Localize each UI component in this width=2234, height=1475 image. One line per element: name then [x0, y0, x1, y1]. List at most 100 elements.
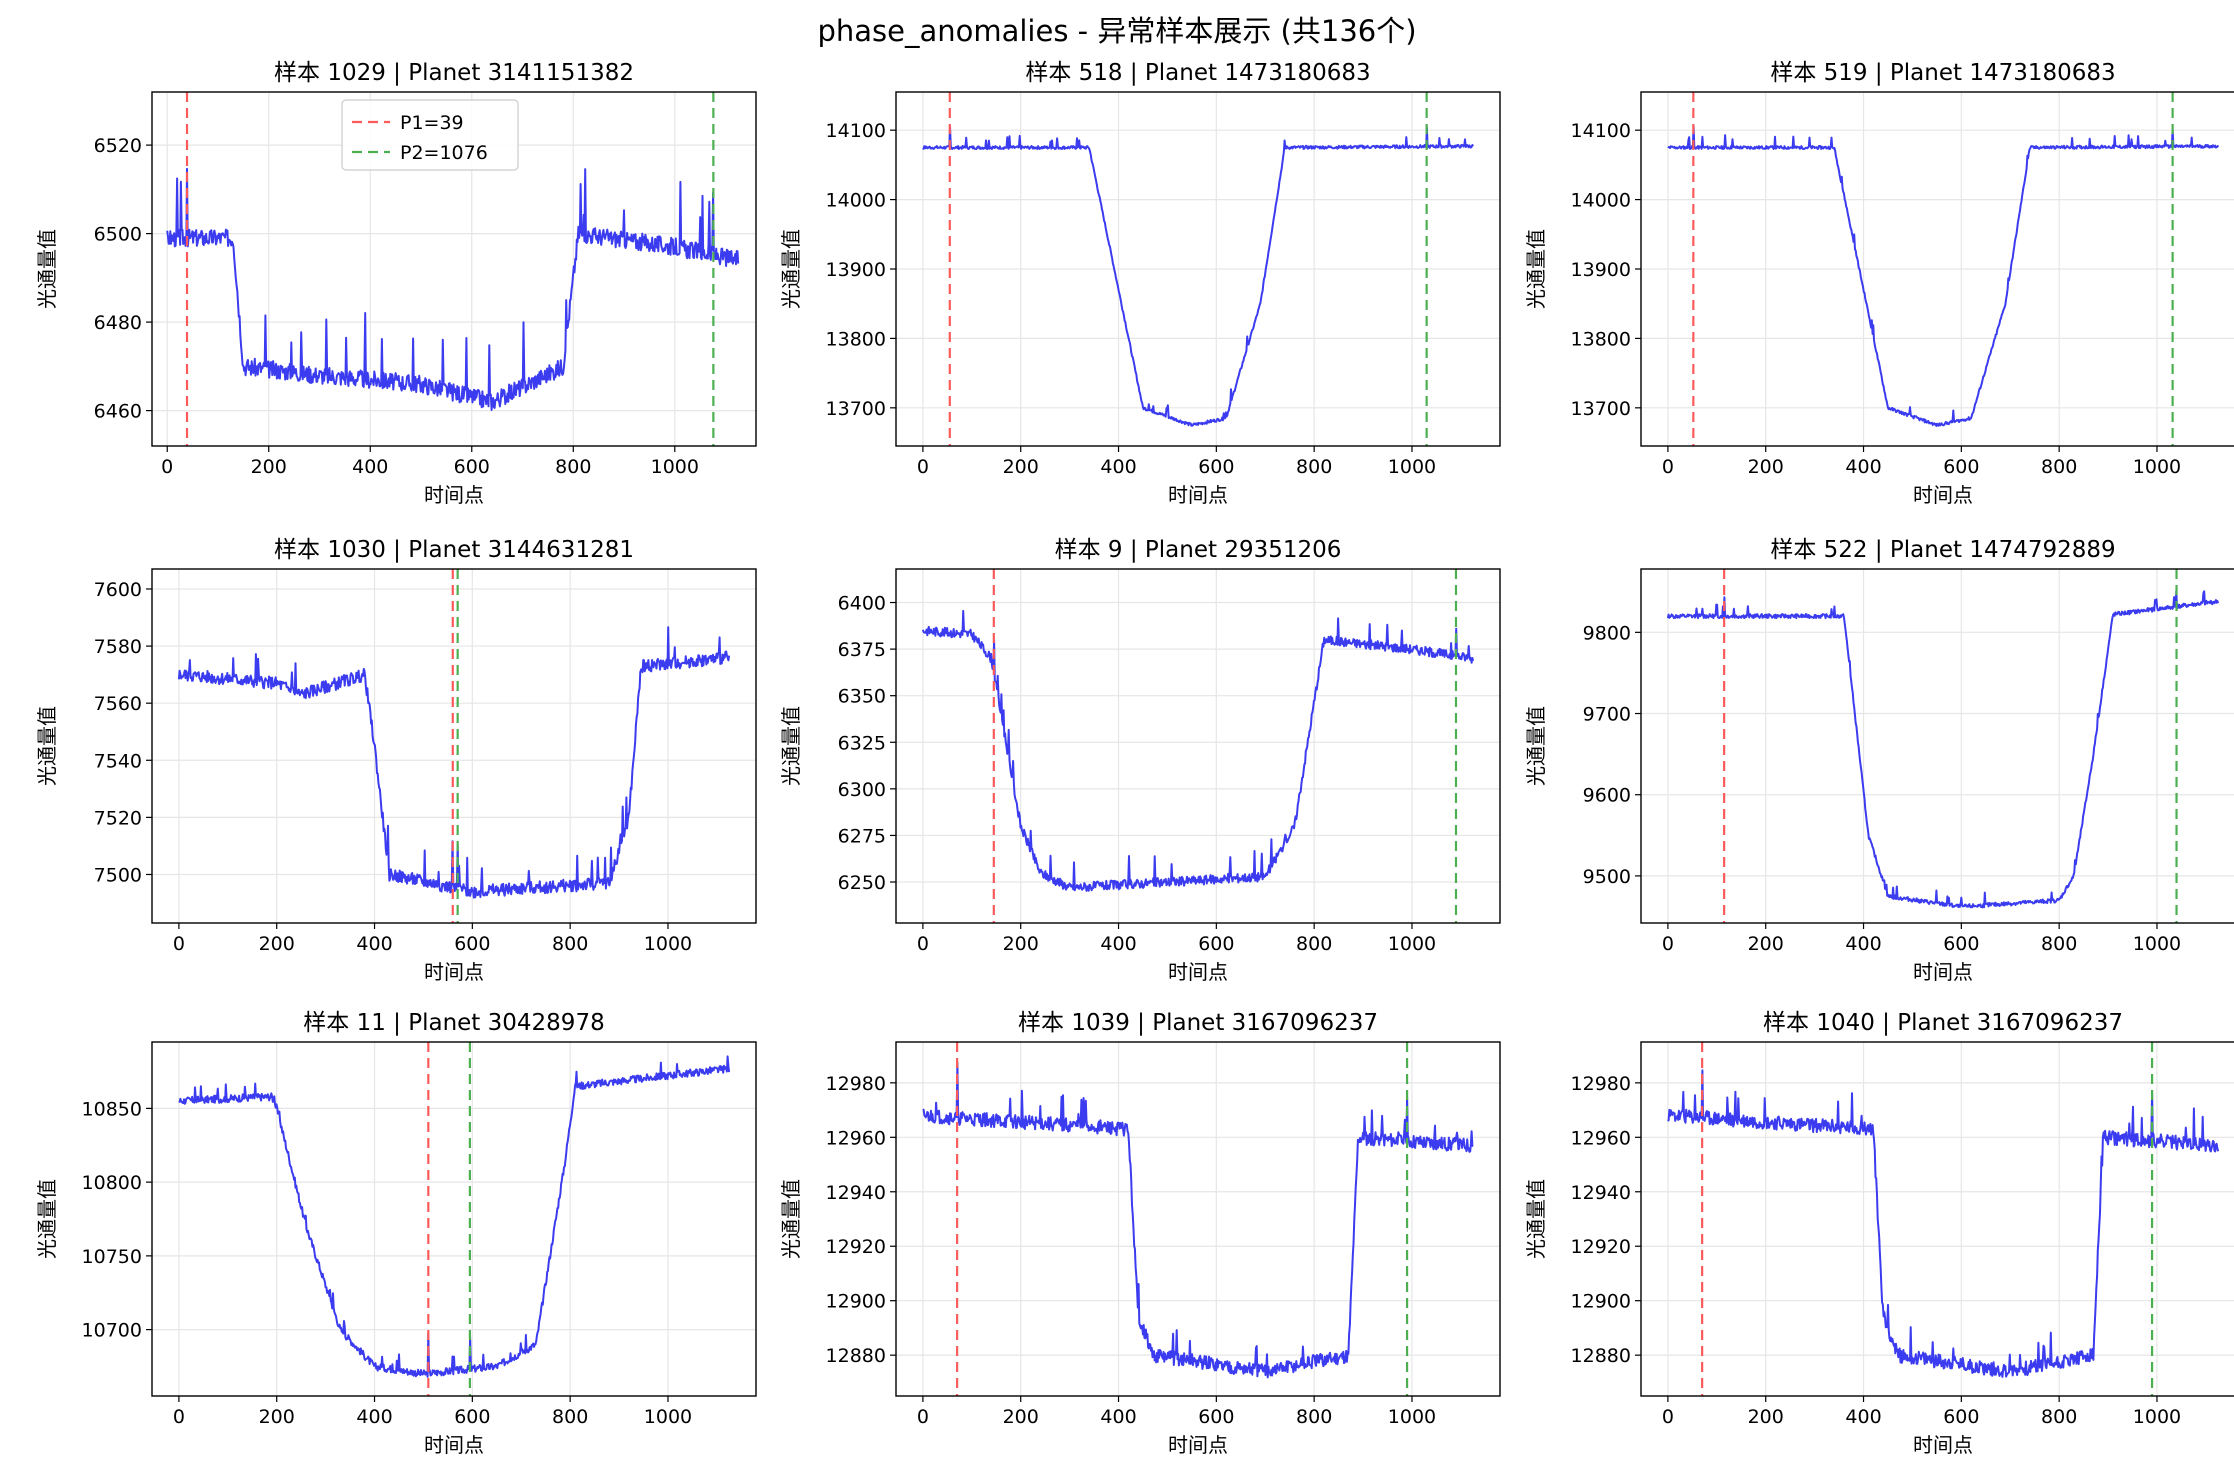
x-tick-label: 800: [1296, 1406, 1332, 1428]
x-tick-label: 800: [1296, 933, 1332, 955]
figure-title: phase_anomalies - 异常样本展示 (共136个): [817, 14, 1417, 48]
x-tick-label: 600: [1943, 933, 1979, 955]
x-tick-label: 1000: [1388, 456, 1436, 478]
y-tick-label: 12880: [1571, 1345, 1631, 1367]
y-tick-label: 13900: [826, 259, 886, 281]
axes-frame: [151, 568, 757, 924]
subplot-svg: 样本 1030 | Planet 3144631281 0 200 400 600 800…: [35, 537, 757, 984]
subplot-svg: 样本 1040 | Planet 3167096237 0 200 400 600 800…: [1524, 1010, 2234, 1457]
y-tick-label: 14000: [826, 190, 886, 212]
subplot-title: 样本 11 | Planet 30428978: [303, 1010, 604, 1036]
y-tick-label: 14100: [1571, 120, 1631, 142]
subplot-svg: 样本 11 | Planet 30428978 0 200 400 600 800 1000…: [35, 1010, 757, 1457]
x-tick-label: 0: [1662, 933, 1674, 955]
legend-entry: P1=39: [400, 112, 464, 134]
x-axis-label: 时间点: [1913, 483, 1973, 507]
x-tick-label: 0: [917, 456, 929, 478]
y-tick-label: 9700: [1583, 704, 1631, 726]
subplot-svg: 样本 518 | Planet 1473180683 0 200 400 600 800 1…: [779, 60, 1501, 507]
y-tick-label: 13700: [826, 398, 886, 420]
y-tick-label: 13800: [826, 328, 886, 350]
axes-frame: [895, 568, 1501, 924]
x-tick-label: 800: [555, 456, 591, 478]
x-tick-label: 200: [1003, 1406, 1039, 1428]
x-tick-label: 400: [1100, 933, 1136, 955]
x-tick-label: 0: [917, 933, 929, 955]
x-tick-label: 800: [2041, 1406, 2077, 1428]
x-tick-label: 600: [1198, 1406, 1234, 1428]
y-tick-label: 7580: [94, 636, 142, 658]
y-axis-label: 光通量值: [1524, 1179, 1548, 1259]
x-tick-label: 600: [1943, 456, 1979, 478]
y-tick-label: 13800: [1571, 328, 1631, 350]
x-tick-label: 200: [1003, 933, 1039, 955]
x-axis-label: 时间点: [424, 1433, 484, 1457]
subplot-svg: 样本 9 | Planet 29351206 0 200 400 600 800 1000 6…: [779, 537, 1501, 984]
x-tick-label: 400: [356, 1406, 392, 1428]
x-axis-label: 时间点: [1168, 483, 1228, 507]
subplot-3: 样本 519 | Planet 1473180683 0 200 400 600 800 1…: [1511, 50, 2234, 520]
y-tick-label: 14000: [1571, 190, 1631, 212]
flux-series-line: [1667, 125, 2220, 428]
flux-series-line: [177, 626, 731, 899]
y-tick-label: 12900: [826, 1291, 886, 1313]
flux-series-line: [1666, 590, 2220, 909]
subplot-title: 样本 1039 | Planet 3167096237: [1018, 1010, 1378, 1036]
subplot-2: 样本 518 | Planet 1473180683 0 200 400 600 800 1…: [766, 50, 1506, 520]
x-tick-label: 800: [2041, 933, 2077, 955]
y-tick-label: 6480: [94, 312, 142, 334]
x-tick-label: 0: [1662, 456, 1674, 478]
x-tick-label: 1000: [1388, 933, 1436, 955]
flux-series-line: [178, 1055, 731, 1378]
y-axis-label: 光通量值: [779, 706, 803, 786]
flux-series-line: [921, 609, 1475, 892]
x-tick-label: 800: [2041, 456, 2077, 478]
x-tick-label: 600: [454, 456, 490, 478]
y-tick-label: 6520: [94, 135, 142, 157]
y-tick-label: 12940: [826, 1182, 886, 1204]
y-tick-label: 9800: [1583, 622, 1631, 644]
y-tick-label: 6350: [838, 686, 886, 708]
x-axis-label: 时间点: [424, 483, 484, 507]
y-tick-label: 7500: [94, 864, 142, 886]
x-tick-label: 0: [173, 933, 185, 955]
x-axis-label: 时间点: [424, 960, 484, 984]
x-tick-label: 1000: [2133, 933, 2181, 955]
x-tick-label: 1000: [1388, 1406, 1436, 1428]
y-axis-label: 光通量值: [35, 229, 59, 309]
y-tick-label: 12980: [1571, 1073, 1631, 1095]
y-tick-label: 10700: [82, 1320, 142, 1342]
y-tick-label: 6500: [94, 224, 142, 246]
x-tick-label: 600: [454, 1406, 490, 1428]
y-tick-label: 10800: [82, 1172, 142, 1194]
flux-series-line: [922, 125, 1474, 427]
legend-entry: P2=1076: [400, 142, 488, 164]
subplot-svg: 样本 1039 | Planet 3167096237 0 200 400 600 800…: [779, 1010, 1501, 1457]
subplot-title: 样本 1029 | Planet 3141151382: [274, 60, 634, 86]
axes-frame: [895, 91, 1501, 447]
subplot-title: 样本 9 | Planet 29351206: [1055, 537, 1342, 563]
subplot-5: 样本 9 | Planet 29351206 0 200 400 600 800 1000 6…: [766, 527, 1506, 997]
y-tick-label: 7600: [94, 579, 142, 601]
x-tick-label: 400: [1845, 1406, 1881, 1428]
y-tick-label: 12960: [1571, 1127, 1631, 1149]
subplot-title: 样本 519 | Planet 1473180683: [1770, 60, 2115, 86]
y-tick-label: 12940: [1571, 1182, 1631, 1204]
axes-frame: [151, 1041, 757, 1397]
subplot-8: 样本 1039 | Planet 3167096237 0 200 400 600 800…: [766, 1000, 1506, 1470]
subplot-9: 样本 1040 | Planet 3167096237 0 200 400 600 800…: [1511, 1000, 2234, 1470]
y-tick-label: 14100: [826, 120, 886, 142]
y-tick-label: 12980: [826, 1073, 886, 1095]
x-tick-label: 200: [259, 933, 295, 955]
subplot-6: 样本 522 | Planet 1474792889 0 200 400 600 800 1…: [1511, 527, 2234, 997]
y-tick-label: 10850: [82, 1098, 142, 1120]
x-tick-label: 0: [1662, 1406, 1674, 1428]
x-tick-label: 800: [552, 933, 588, 955]
x-tick-label: 200: [251, 456, 287, 478]
y-axis-label: 光通量值: [779, 229, 803, 309]
y-tick-label: 6400: [838, 593, 886, 615]
x-axis-label: 时间点: [1913, 960, 1973, 984]
y-tick-label: 7560: [94, 693, 142, 715]
x-tick-label: 800: [1296, 456, 1332, 478]
y-tick-label: 12920: [826, 1236, 886, 1258]
